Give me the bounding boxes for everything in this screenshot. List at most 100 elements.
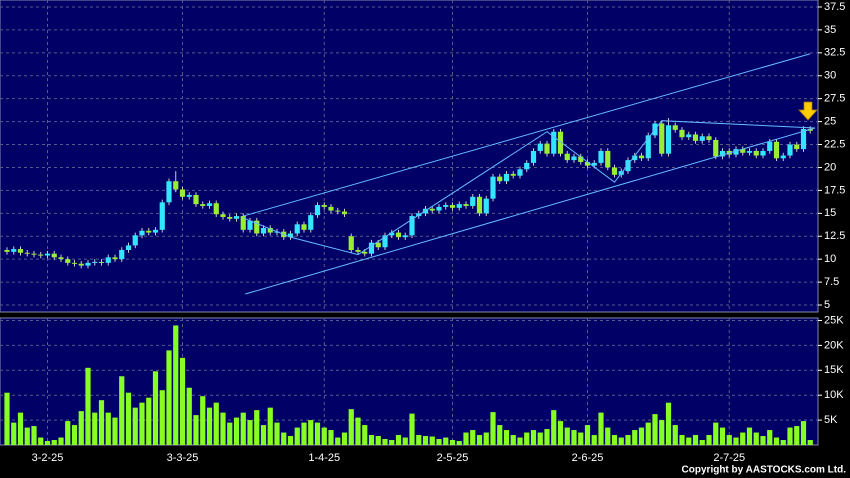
candle-body <box>645 135 651 159</box>
volume-bar <box>402 437 408 445</box>
volume-bar <box>800 421 807 445</box>
volume-bar <box>686 437 692 445</box>
candle-body <box>632 155 638 161</box>
volume-bar <box>679 435 685 445</box>
candle-body <box>146 230 152 233</box>
candle-body <box>44 253 51 256</box>
candle-body <box>490 176 496 199</box>
volume-bar <box>112 417 118 445</box>
volume-tick-label: 5K <box>824 414 838 426</box>
candle-body <box>794 144 800 150</box>
candle-body <box>443 205 449 207</box>
candle-body <box>98 261 105 263</box>
volume-bar <box>638 427 645 445</box>
volume-bar <box>98 400 105 445</box>
volume-bar <box>173 325 179 445</box>
y-tick-label: 30 <box>824 70 836 82</box>
volume-bar <box>65 421 71 445</box>
candle-body <box>166 181 172 203</box>
volume-bar <box>31 426 37 445</box>
candle-body <box>476 196 483 214</box>
volume-bar <box>490 412 496 445</box>
candle-body <box>125 245 132 251</box>
volume-bar <box>321 427 327 445</box>
volume-bar <box>733 437 739 445</box>
volume-bar <box>260 425 267 445</box>
volume-bar <box>564 427 570 445</box>
volume-bar <box>726 435 732 445</box>
candle-body <box>314 205 321 216</box>
candle-body <box>179 189 186 197</box>
volume-bar <box>146 397 152 445</box>
volume-bar <box>524 432 530 445</box>
candle-body <box>584 161 591 166</box>
candle-body <box>733 149 739 155</box>
volume-bar <box>51 440 57 445</box>
candle-body <box>321 205 327 207</box>
candle-body <box>713 139 719 157</box>
volume-bar <box>152 371 159 445</box>
candle-body <box>173 181 179 190</box>
candle-body <box>760 150 766 156</box>
candle-body <box>571 156 577 161</box>
candle-body <box>24 252 30 254</box>
volume-bar <box>753 432 759 445</box>
candle-body <box>557 131 564 154</box>
x-tick-label: 1-4-25 <box>308 452 340 464</box>
volume-bar <box>578 432 584 445</box>
candle-body <box>672 125 678 130</box>
volume-bar <box>497 425 503 445</box>
volume-bar <box>773 437 780 445</box>
candle-body <box>328 206 334 211</box>
y-tick-label: 10 <box>824 253 836 265</box>
x-tick-label: 2-7-25 <box>713 452 745 464</box>
candle-body <box>382 235 388 248</box>
candle-body <box>463 204 469 206</box>
volume-bar <box>78 411 84 445</box>
y-tick-label: 25 <box>824 116 836 128</box>
candle-body <box>71 262 78 264</box>
volume-bar <box>740 432 746 445</box>
volume-bar <box>389 440 395 445</box>
candle-body <box>112 257 118 260</box>
volume-bar <box>132 407 138 445</box>
volume-bar <box>17 412 24 445</box>
candle-body <box>308 215 314 230</box>
volume-bar <box>632 430 638 445</box>
candle-body <box>544 143 550 154</box>
volume-bar <box>247 420 253 445</box>
candle-body <box>78 263 84 266</box>
volume-bar <box>510 435 516 445</box>
candle-body <box>11 249 17 252</box>
volume-bar <box>713 422 719 445</box>
trendline <box>245 127 816 295</box>
candle-body <box>260 227 267 234</box>
candle-body <box>159 202 165 230</box>
arrow-marker <box>798 101 818 121</box>
volume-bar <box>233 417 240 445</box>
volume-bar <box>254 410 260 445</box>
volume-bar <box>105 412 111 445</box>
candle-body <box>605 150 611 168</box>
candle-body <box>294 224 300 234</box>
y-tick-label: 7.5 <box>824 276 839 288</box>
candle-body <box>38 254 44 256</box>
trendline <box>243 120 815 256</box>
volume-bar <box>767 430 773 445</box>
candle-body <box>746 150 753 153</box>
volume-bar <box>382 439 388 445</box>
volume-bar <box>625 435 631 445</box>
volume-tick-label: 10K <box>824 389 844 401</box>
candle-body <box>598 150 604 163</box>
y-tick-label: 22.5 <box>824 138 845 150</box>
trendline <box>243 53 811 217</box>
candle-body <box>362 251 368 254</box>
candle-body <box>206 203 213 206</box>
volume-bar <box>598 412 604 445</box>
candle-body <box>625 160 631 172</box>
volume-bar <box>362 425 368 445</box>
y-tick-label: 15 <box>824 207 836 219</box>
volume-bar <box>125 392 132 445</box>
volume-bar <box>368 435 375 445</box>
